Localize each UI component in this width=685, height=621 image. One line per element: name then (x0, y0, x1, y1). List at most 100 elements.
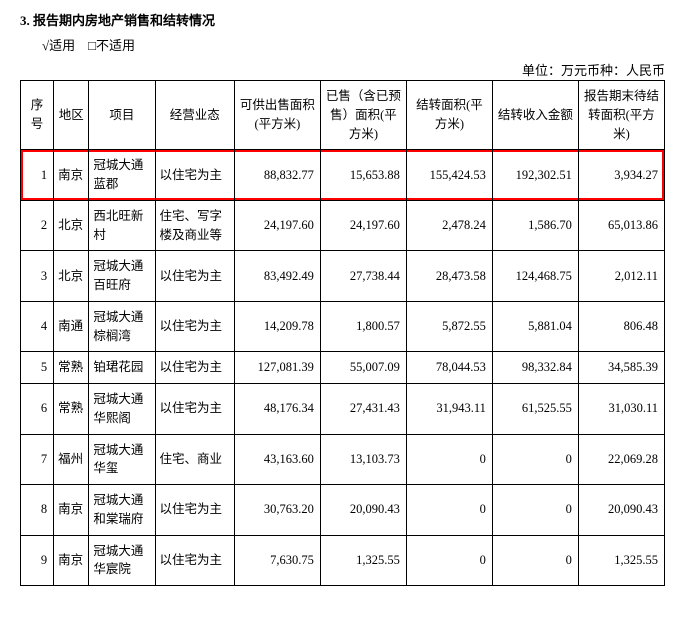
cell-value: 7,630.75 (234, 535, 320, 586)
cell-region: 北京 (54, 200, 89, 251)
col-header: 结转面积(平方米) (406, 81, 492, 150)
cell-value: 43,163.60 (234, 434, 320, 485)
cell-value: 98,332.84 (492, 352, 578, 384)
cell-value: 0 (406, 535, 492, 586)
cell-value: 20,090.43 (578, 485, 664, 536)
cell-value: 20,090.43 (320, 485, 406, 536)
cell-value: 0 (492, 535, 578, 586)
col-header: 项目 (89, 81, 155, 150)
cell-region: 福州 (54, 434, 89, 485)
table-row: 2北京西北旺新村住宅、写字楼及商业等24,197.6024,197.602,47… (21, 200, 665, 251)
cell-value: 28,473.58 (406, 251, 492, 302)
cell-value: 155,424.53 (406, 150, 492, 201)
cell-value: 0 (406, 434, 492, 485)
cell-value: 78,044.53 (406, 352, 492, 384)
cell-region: 北京 (54, 251, 89, 302)
cell-value: 124,468.75 (492, 251, 578, 302)
cell-region: 南京 (54, 535, 89, 586)
cell-value: 5,881.04 (492, 301, 578, 352)
cell-biz: 住宅、写字楼及商业等 (155, 200, 234, 251)
cell-biz: 以住宅为主 (155, 485, 234, 536)
cell-value: 192,302.51 (492, 150, 578, 201)
cell-value: 34,585.39 (578, 352, 664, 384)
cell-value: 22,069.28 (578, 434, 664, 485)
cell-value: 30,763.20 (234, 485, 320, 536)
cell-value: 3,934.27 (578, 150, 664, 201)
cell-biz: 以住宅为主 (155, 384, 234, 435)
col-header: 已售（含已预售）面积(平方米) (320, 81, 406, 150)
applicable-line: √适用 □不适用 (42, 35, 665, 54)
cell-index: 8 (21, 485, 54, 536)
cell-value: 5,872.55 (406, 301, 492, 352)
table-row: 7福州冠城大通华玺住宅、商业43,163.6013,103.730022,069… (21, 434, 665, 485)
cell-value: 2,012.11 (578, 251, 664, 302)
cell-value: 1,325.55 (320, 535, 406, 586)
table-row: 4南通冠城大通棕榈湾以住宅为主14,209.781,800.575,872.55… (21, 301, 665, 352)
table-row: 8南京冠城大通和棠瑞府以住宅为主30,763.2020,090.430020,0… (21, 485, 665, 536)
col-header: 报告期末待结转面积(平方米) (578, 81, 664, 150)
cell-value: 0 (492, 485, 578, 536)
sales-table: 序号 地区 项目 经营业态 可供出售面积(平方米) 已售（含已预售）面积(平方米… (20, 80, 665, 586)
cell-project: 西北旺新村 (89, 200, 155, 251)
cell-value: 1,800.57 (320, 301, 406, 352)
cell-index: 3 (21, 251, 54, 302)
cell-value: 2,478.24 (406, 200, 492, 251)
col-header: 经营业态 (155, 81, 234, 150)
cell-value: 65,013.86 (578, 200, 664, 251)
col-header: 地区 (54, 81, 89, 150)
cell-value: 1,325.55 (578, 535, 664, 586)
cell-region: 南京 (54, 150, 89, 201)
cell-value: 55,007.09 (320, 352, 406, 384)
cell-value: 14,209.78 (234, 301, 320, 352)
col-header: 结转收入金额 (492, 81, 578, 150)
cell-project: 冠城大通棕榈湾 (89, 301, 155, 352)
table-row: 3北京冠城大通百旺府以住宅为主83,492.4927,738.4428,473.… (21, 251, 665, 302)
cell-value: 27,738.44 (320, 251, 406, 302)
cell-region: 常熟 (54, 384, 89, 435)
cell-value: 0 (406, 485, 492, 536)
cell-index: 2 (21, 200, 54, 251)
cell-biz: 住宅、商业 (155, 434, 234, 485)
cell-index: 1 (21, 150, 54, 201)
cell-project: 冠城大通华玺 (89, 434, 155, 485)
cell-value: 27,431.43 (320, 384, 406, 435)
table-row: 5常熟铂珺花园以住宅为主127,081.3955,007.0978,044.53… (21, 352, 665, 384)
cell-value: 61,525.55 (492, 384, 578, 435)
cell-index: 7 (21, 434, 54, 485)
cell-biz: 以住宅为主 (155, 251, 234, 302)
col-header: 序号 (21, 81, 54, 150)
cell-project: 冠城大通蓝郡 (89, 150, 155, 201)
cell-region: 南通 (54, 301, 89, 352)
cell-project: 铂珺花园 (89, 352, 155, 384)
table-header-row: 序号 地区 项目 经营业态 可供出售面积(平方米) 已售（含已预售）面积(平方米… (21, 81, 665, 150)
cell-value: 24,197.60 (320, 200, 406, 251)
cell-value: 127,081.39 (234, 352, 320, 384)
cell-value: 15,653.88 (320, 150, 406, 201)
table-row: 9南京冠城大通华宸院以住宅为主7,630.751,325.55001,325.5… (21, 535, 665, 586)
heading-text: 报告期内房地产销售和结转情况 (33, 13, 215, 28)
cell-value: 31,943.11 (406, 384, 492, 435)
cell-index: 4 (21, 301, 54, 352)
cell-project: 冠城大通华宸院 (89, 535, 155, 586)
cell-value: 1,586.70 (492, 200, 578, 251)
cell-biz: 以住宅为主 (155, 150, 234, 201)
table-row: 1南京冠城大通蓝郡以住宅为主88,832.7715,653.88155,424.… (21, 150, 665, 201)
cell-biz: 以住宅为主 (155, 301, 234, 352)
cell-value: 24,197.60 (234, 200, 320, 251)
section-heading: 3. 报告期内房地产销售和结转情况 (20, 10, 665, 29)
cell-region: 南京 (54, 485, 89, 536)
cell-value: 88,832.77 (234, 150, 320, 201)
heading-number: 3. (20, 13, 30, 28)
cell-value: 83,492.49 (234, 251, 320, 302)
cell-value: 806.48 (578, 301, 664, 352)
cell-region: 常熟 (54, 352, 89, 384)
table-row: 6常熟冠城大通华熙阁以住宅为主48,176.3427,431.4331,943.… (21, 384, 665, 435)
cell-index: 5 (21, 352, 54, 384)
cell-value: 13,103.73 (320, 434, 406, 485)
col-header: 可供出售面积(平方米) (234, 81, 320, 150)
unit-line: 单位：万元币种：人民币 (20, 60, 665, 79)
cell-project: 冠城大通百旺府 (89, 251, 155, 302)
cell-project: 冠城大通华熙阁 (89, 384, 155, 435)
cell-biz: 以住宅为主 (155, 535, 234, 586)
cell-value: 0 (492, 434, 578, 485)
